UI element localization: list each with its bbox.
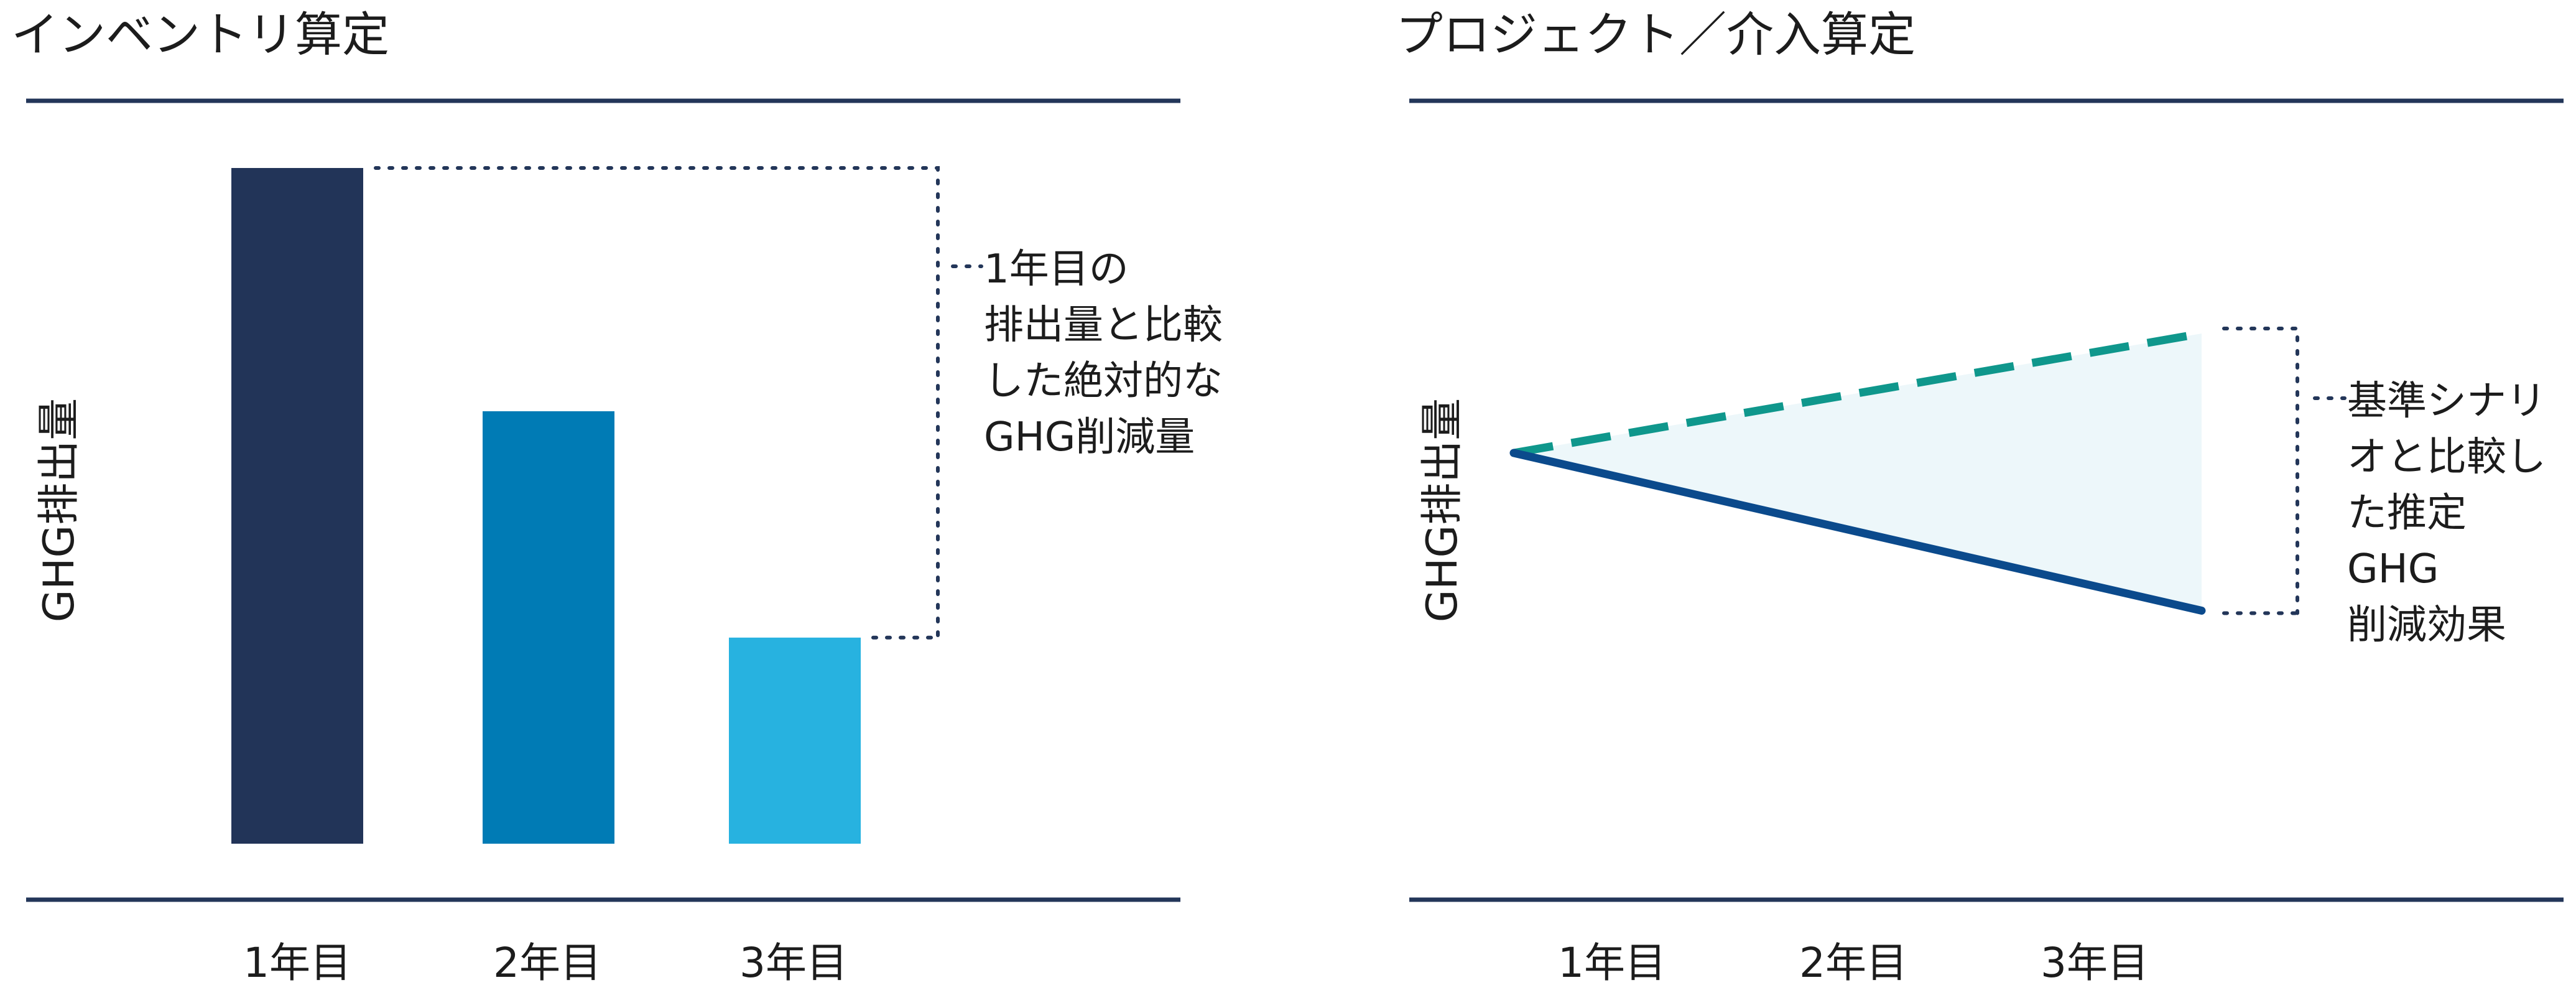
project-annotation-line: た推定 [2347, 490, 2467, 536]
inventory-panel: インベントリ算定 GHG排出量 1年目の 排出量と比較 した絶対的な GHG削減… [11, 7, 1223, 987]
inventory-bars [231, 168, 861, 844]
project-x-tick-label: 1年目 [1558, 939, 1666, 987]
inventory-x-axis: 1年目 2年目 3年目 [243, 939, 848, 987]
inventory-y-axis-label: GHG排出量 [35, 398, 84, 623]
project-x-tick-label: 2年目 [1799, 939, 1907, 987]
estimated-reduction-area [1514, 333, 2202, 611]
project-annotation: 基準シナリ オと比較し た推定 GHG 削減効果 [2347, 378, 2546, 648]
inventory-bar [729, 637, 861, 844]
actual-emissions-line [1509, 449, 2206, 615]
inventory-annotation-line: 排出量と比較 [984, 302, 1223, 348]
inventory-annotation-line: GHG削減量 [984, 414, 1195, 460]
project-y-axis-label: GHG排出量 [1418, 398, 1467, 623]
project-annotation-line: GHG [2347, 546, 2439, 592]
inventory-dotted-bracket [374, 166, 983, 640]
project-annotation-line: 基準シナリ [2347, 378, 2546, 424]
inventory-x-tick-label: 1年目 [243, 939, 351, 987]
project-x-tick-label: 3年目 [2041, 939, 2149, 987]
project-bracket-top [2222, 327, 2299, 615]
inventory-x-tick-label: 2年目 [493, 939, 601, 987]
inventory-annotation-line: 1年目の [984, 246, 1129, 292]
inventory-x-tick-label: 3年目 [739, 939, 848, 987]
project-dotted-bracket [2222, 327, 2347, 615]
inventory-bar [483, 411, 614, 844]
inventory-bar [231, 168, 363, 844]
inventory-bracket-top [374, 166, 940, 640]
inventory-annotation-line: した絶対的な [984, 358, 1223, 404]
project-x-axis: 1年目 2年目 3年目 [1558, 939, 2149, 987]
project-title: プロジェクト／介入算定 [1396, 7, 1916, 62]
project-annotation-line: 削減効果 [2347, 602, 2506, 648]
inventory-annotation: 1年目の 排出量と比較 した絶対的な GHG削減量 [984, 246, 1223, 460]
inventory-title: インベントリ算定 [11, 7, 389, 62]
project-annotation-line: オと比較し [2347, 434, 2546, 480]
project-panel: プロジェクト／介入算定 GHG排出量 基準シナリ オと比較し た推定 GHG 削… [1396, 7, 2564, 987]
